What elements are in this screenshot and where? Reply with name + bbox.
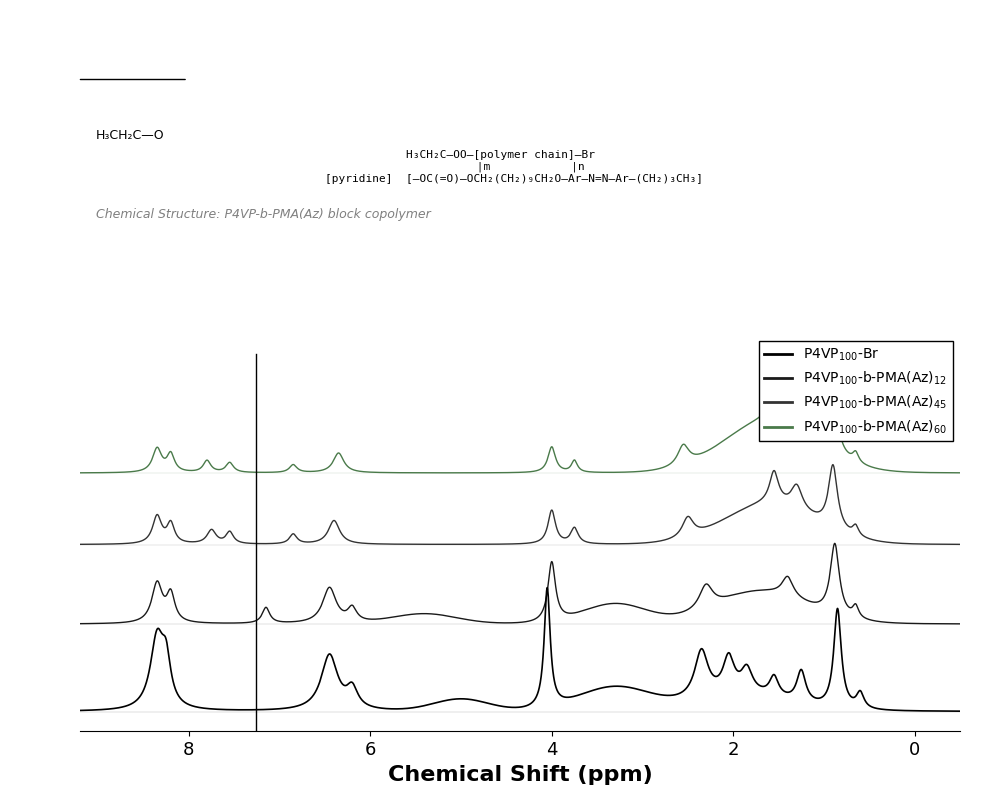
Text: Chemical Structure: P4VP-b-PMA(Az) block copolymer: Chemical Structure: P4VP-b-PMA(Az) block… <box>96 208 431 221</box>
X-axis label: Chemical Shift (ppm): Chemical Shift (ppm) <box>388 765 652 785</box>
Text: H₃CH₂C—OO—[polymer chain]—Br
         |m            |n
    [pyridine]  [—OC(=O)—: H₃CH₂C—OO—[polymer chain]—Br |m |n [pyri… <box>298 150 702 184</box>
Legend: P4VP$_{100}$-Br, P4VP$_{100}$-b-PMA(Az)$_{12}$, P4VP$_{100}$-b-PMA(Az)$_{45}$, P: P4VP$_{100}$-Br, P4VP$_{100}$-b-PMA(Az)$… <box>759 341 953 441</box>
Text: H₃CH₂C—O: H₃CH₂C—O <box>96 129 165 142</box>
